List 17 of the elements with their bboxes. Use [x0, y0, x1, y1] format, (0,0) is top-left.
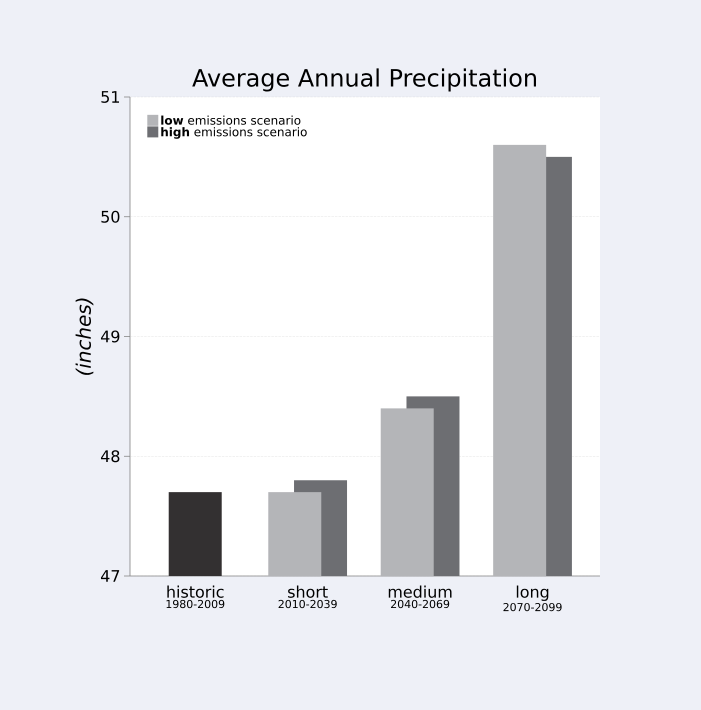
chart-title: Average Annual Precipitation [192, 68, 536, 92]
y-axis-title: (inches) [76, 298, 94, 375]
y-tick-label: 51 [101, 91, 120, 103]
y-tick-label: 48 [100, 450, 120, 462]
y-tick-label: 47 [100, 570, 120, 582]
x-tick-label: historic [167, 586, 224, 598]
text: 2070-2099 [503, 602, 562, 612]
y-tick-label: 49 [100, 330, 120, 343]
x-tick-label: medium [388, 586, 452, 598]
x-tick-label: short [288, 586, 328, 598]
text: 2010-2039 [278, 600, 337, 608]
legend-label: low emissions scenario [161, 116, 300, 125]
y-tick-label: 50 [101, 210, 120, 223]
legend-label: high emissions scenario [161, 127, 307, 139]
text: 2040-2069 [391, 600, 450, 608]
x-tick-label: long [516, 586, 548, 601]
text: 1980-2009 [166, 600, 224, 608]
